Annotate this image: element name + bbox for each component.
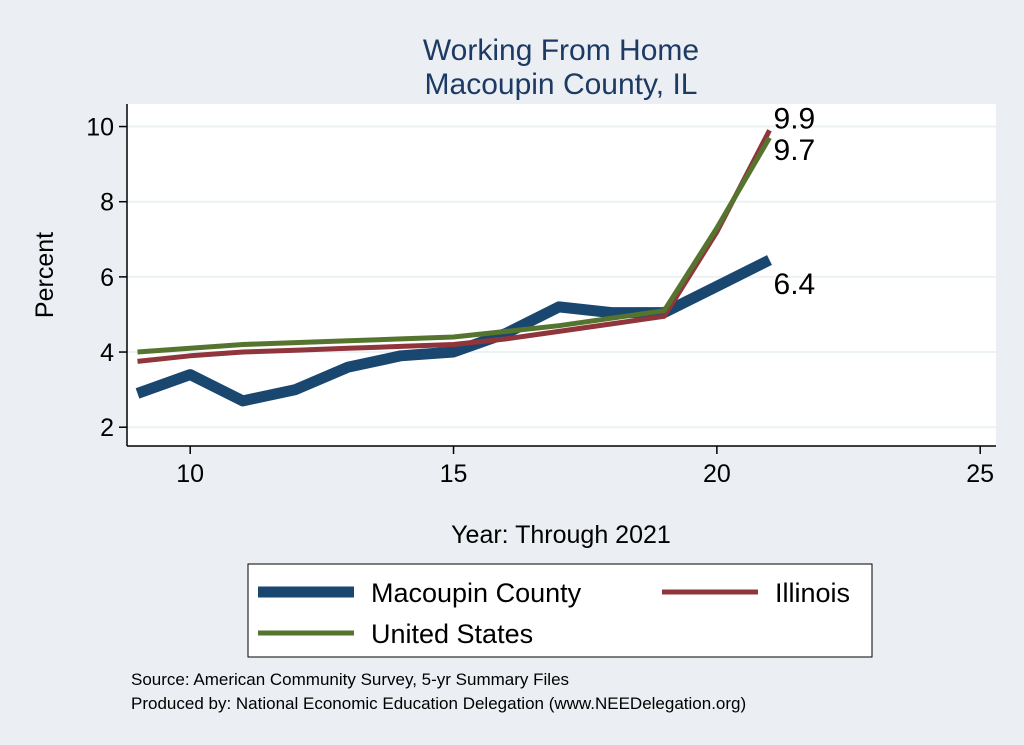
axes: 2 4 6 8 10 10 15 20 25 [86, 104, 996, 488]
y-axis-title: Percent [31, 232, 59, 318]
legend-items: Macoupin County Illinois United States [258, 578, 850, 649]
source-note: Source: American Community Survey, 5-yr … [131, 670, 569, 689]
y-tick-label-10: 10 [86, 114, 114, 142]
legend-box [247, 563, 873, 658]
y-tick-label-8: 8 [100, 189, 114, 217]
end-label-9.9: 9.9 [774, 102, 816, 135]
y-tick-label-4: 4 [100, 339, 114, 367]
legend: Macoupin County Illinois United States [247, 563, 873, 658]
x-tick-label-15: 15 [440, 460, 468, 488]
chart-title-line-1: Working From Home [423, 34, 699, 67]
y-tick-label-2: 2 [100, 414, 114, 442]
x-axis-title: Year: Through 2021 [451, 521, 671, 549]
end-label-6.4: 6.4 [774, 268, 816, 301]
end-label-9.7: 9.7 [774, 134, 816, 167]
x-tick-label-25: 25 [966, 460, 994, 488]
legend-label-macoupin-county: Macoupin County [371, 578, 582, 608]
x-tick-label-20: 20 [703, 460, 731, 488]
series-line-united-states [137, 136, 772, 355]
chart-title-line-2: Macoupin County, IL [425, 68, 698, 101]
producer-note: Produced by: National Economic Education… [131, 694, 746, 713]
x-tick-label-10: 10 [176, 460, 204, 488]
legend-label-united-states: United States [371, 619, 533, 649]
series-layer [135, 129, 772, 407]
end-labels: 9.99.7 6.4 [774, 102, 816, 301]
y-tick-label-6: 6 [100, 264, 114, 292]
plot-area [127, 104, 996, 446]
series-line-illinois [137, 129, 772, 364]
legend-label-illinois: Illinois [775, 578, 850, 608]
